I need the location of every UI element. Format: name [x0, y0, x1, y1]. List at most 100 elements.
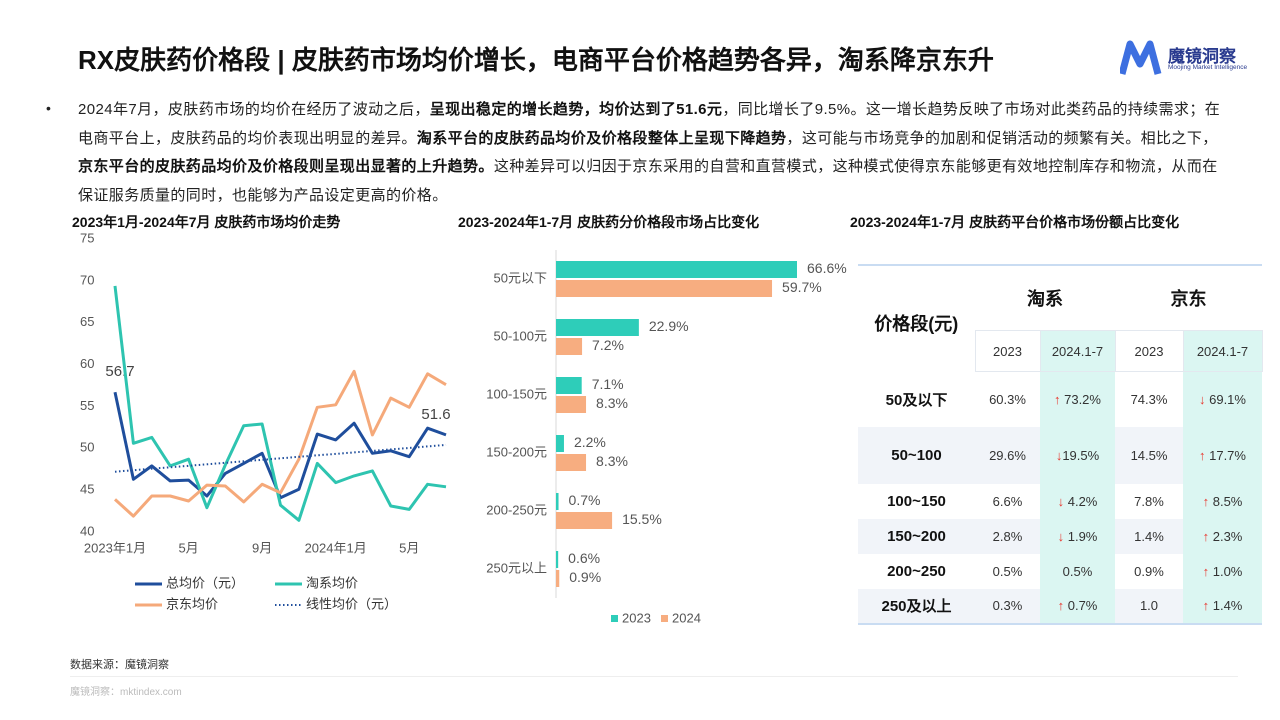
bar [556, 435, 564, 452]
data-label: 0.9% [569, 569, 601, 585]
data-label: 66.6% [807, 260, 847, 276]
bar [556, 261, 797, 278]
bar [556, 319, 639, 336]
table-cell: 50及以下 [885, 391, 948, 409]
legend-swatch [611, 615, 618, 622]
table-cell: 6.6% [992, 493, 1023, 509]
data-label: 0.6% [568, 550, 600, 566]
table-cell: 2024.1-7 [1182, 330, 1263, 372]
legend-label: 总均价（元） [166, 575, 244, 590]
table-row: 150~200 2.8% ↓ 1.9% 1.4% ↑ 2.3% [858, 518, 1262, 554]
legend-label: 京东均价 [166, 596, 218, 611]
table-row: 2023 2024.1-7 2023 2024.1-7 [858, 330, 1263, 372]
legend-label: 淘系均价 [306, 575, 358, 590]
y-tick-label: 50-100元 [494, 328, 547, 343]
y-tick-label: 40 [80, 523, 94, 538]
table-cell: ↓19.5% [1040, 426, 1115, 484]
bar [556, 396, 587, 413]
table-cell: 29.6% [975, 426, 1040, 484]
y-tick-label: 75 [80, 230, 94, 245]
table-cell: 1.4% [1115, 518, 1183, 554]
source-note: 数据来源：魔镜洞察 [70, 659, 169, 671]
table-cell: ↑ 1.4% [1183, 588, 1262, 625]
bar [556, 551, 559, 568]
x-tick-label: 5月 [399, 540, 419, 555]
table-cell: 2024.1-7 [1039, 330, 1116, 372]
x-tick-label: 5月 [178, 540, 198, 555]
chart-title: 2023年1月-2024年7月 皮肤药市场均价走势 [72, 214, 341, 230]
table-cell: 淘系 [975, 264, 1115, 331]
table-title: 2023-2024年1-7月 皮肤药平台价格市场份额占比变化 [850, 214, 1180, 230]
table-cell: ↓ 69.1% [1183, 371, 1262, 427]
table-cell: 0.5% [992, 563, 1023, 579]
logo-icon [1120, 40, 1162, 75]
data-label: 22.9% [649, 318, 689, 334]
table-row: 200~250 0.5% 0.5% 0.9% ↑ 1.0% [858, 553, 1262, 589]
text-run: 2024年7月，皮肤药市场的均价在经历了波动之后， [78, 101, 430, 118]
slide-title: RX皮肤药价格段 | 皮肤药市场均价增长，电商平台价格趋势各异，淘系降京东升 [78, 45, 994, 75]
table-cell: 0.5% [1040, 553, 1115, 589]
table-cell: ↓ 1.9% [1040, 518, 1115, 554]
logo-subtitle: Moojing Market Intelligence [1168, 64, 1248, 71]
y-tick-label: 50元以下 [494, 270, 547, 285]
table-cell: 100~150 [887, 492, 946, 510]
table-cell: 京东 [1115, 264, 1262, 331]
table-row: 价格段(元) 淘系 京东 [858, 264, 1262, 372]
legend-swatch [661, 615, 668, 622]
table-row: 50~100 29.6% ↓19.5% 14.5% ↑ 17.7% [858, 426, 1262, 484]
bar [556, 280, 773, 297]
y-tick-label: 55 [80, 398, 94, 413]
table-cell: ↓ 4.2% [1040, 483, 1115, 519]
legend-label: 线性均价（元） [306, 596, 397, 611]
text-run: 淘系平台的皮肤药品均价及价格段整体上呈现下降趋势 [416, 129, 787, 147]
bar [556, 454, 587, 471]
data-table: 价格段(元) 淘系 京东 2023 2024.1-7 2023 2024.1-7 50及以下 6… [858, 264, 1263, 625]
data-label: 2.2% [574, 434, 606, 450]
table-cell: 200~250 [887, 562, 946, 580]
y-tick-label: 70 [80, 272, 94, 287]
x-tick-label: 2024年1月 [305, 540, 367, 555]
chart-title: 2023-2024年1-7月 皮肤药分价格段市场占比变化 [458, 214, 760, 230]
table-cell: ↑ 17.7% [1183, 426, 1262, 484]
table-cell: 250及以上 [858, 588, 975, 625]
table-cell: 2.8% [975, 518, 1040, 554]
table-cell: 74.3% [1130, 391, 1168, 407]
table-cell: ↑ 1.0% [1183, 553, 1262, 589]
table-cell: 60.3% [989, 391, 1026, 407]
site-note: 魔镜洞察：mktindex.com [70, 687, 182, 698]
data-label: 56.7 [105, 363, 134, 380]
bar [556, 493, 559, 510]
table-cell: 价格段(元) [858, 264, 975, 372]
table-cell: 50~100 [858, 426, 975, 484]
legend-label: 2024 [672, 610, 701, 625]
text-run: 呈现出稳定的增长趋势，均价达到了51.6元 [429, 101, 723, 118]
table-cell: ↑ 8.5% [1183, 483, 1262, 519]
table-cell: 150~200 [858, 518, 975, 554]
text-run: ，同比增长了9.5%。这一增长趋势反映了市场对此类药品的持续需求；在电商平台上，… [78, 101, 1221, 147]
bar [556, 338, 583, 355]
data-label: 15.5% [622, 511, 662, 527]
text-run: ，这可能与市场竞争的加剧和促销活动的频繁有关。相比之下， [786, 129, 1218, 147]
divider [70, 676, 1238, 677]
line-series [113, 369, 447, 518]
table-cell: 2023 [1114, 330, 1184, 372]
table-cell: 0.9% [1134, 563, 1164, 579]
table-cell: 14.5% [1115, 426, 1183, 484]
data-label: 59.7% [782, 279, 822, 295]
y-tick-label: 50 [80, 440, 94, 455]
table-cell: 7.8% [1134, 493, 1164, 509]
bar [556, 570, 560, 587]
y-tick-label: 45 [80, 482, 94, 497]
data-label: 7.1% [592, 376, 624, 392]
table-row: 100~150 6.6% ↓ 4.2% 7.8% ↑ 8.5% [858, 483, 1262, 519]
x-tick-label: 9月 [252, 540, 272, 555]
data-label: 8.3% [596, 453, 628, 469]
y-tick-label: 60 [80, 356, 94, 371]
y-tick-label: 100-150元 [486, 386, 547, 401]
data-label: 7.2% [592, 337, 624, 353]
data-label: 0.7% [569, 492, 601, 508]
table-cell: 0.3% [975, 588, 1040, 625]
paragraph: 2024年7月，皮肤药市场的均价在经历了波动之后，呈现出稳定的增长趋势，均价达到… [78, 96, 1228, 210]
